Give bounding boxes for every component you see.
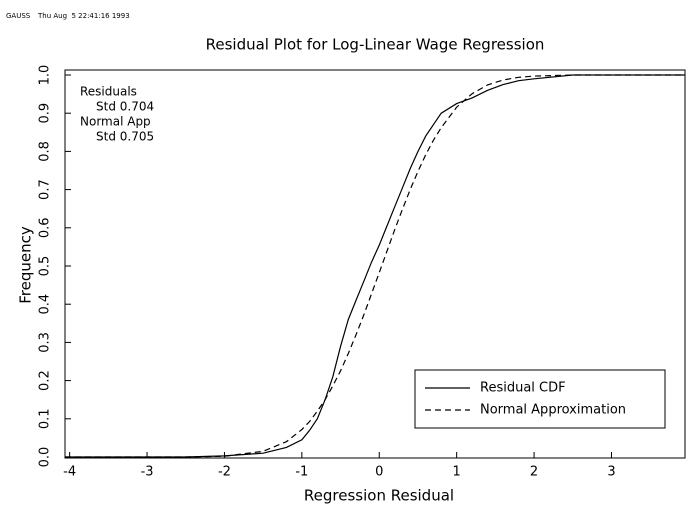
y-tick-label: 0.2 [38, 370, 53, 391]
y-tick-label: 0.6 [38, 217, 53, 238]
annotation: Residuals [80, 85, 137, 99]
x-tick-label: -4 [63, 465, 76, 480]
annotation: Std 0.704 [96, 100, 154, 114]
x-tick-label: -3 [141, 465, 154, 480]
x-tick-label: -1 [295, 465, 308, 480]
chart-title: Residual Plot for Log-Linear Wage Regres… [206, 36, 545, 54]
legend-box [414, 369, 666, 429]
y-tick-label: 0.4 [38, 294, 53, 315]
x-tick-label: -2 [218, 465, 231, 480]
x-tick-label: 1 [453, 465, 461, 480]
x-tick-label: 3 [607, 465, 615, 480]
x-tick-label: 0 [375, 465, 383, 480]
y-tick-label: 0.5 [38, 256, 53, 277]
y-tick-label: 0.3 [38, 332, 53, 353]
timestamp: Thu Aug 5 22:41:16 1993 [37, 12, 130, 20]
legend-label: Normal Approximation [480, 403, 626, 418]
y-tick-label: 0.8 [38, 141, 53, 162]
y-tick-label: 0.0 [38, 447, 53, 468]
y-axis-label: Frequency [17, 226, 35, 304]
series-line [65, 74, 685, 458]
x-axis-label: Regression Residual [304, 487, 454, 505]
annotation: Normal App [80, 115, 151, 129]
legend-label: Residual CDF [480, 381, 566, 396]
y-tick-label: 0.9 [38, 103, 53, 124]
y-tick-label: 0.1 [38, 408, 53, 429]
plot-frame [64, 69, 686, 459]
annotation: Std 0.705 [96, 130, 154, 144]
y-tick-label: 1.0 [38, 65, 53, 86]
program: GAUSS [6, 12, 31, 20]
series-line [65, 74, 685, 458]
y-tick-label: 0.7 [38, 179, 53, 200]
x-tick-label: 2 [530, 465, 538, 480]
